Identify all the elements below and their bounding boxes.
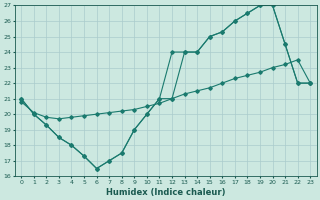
X-axis label: Humidex (Indice chaleur): Humidex (Indice chaleur) — [106, 188, 226, 197]
